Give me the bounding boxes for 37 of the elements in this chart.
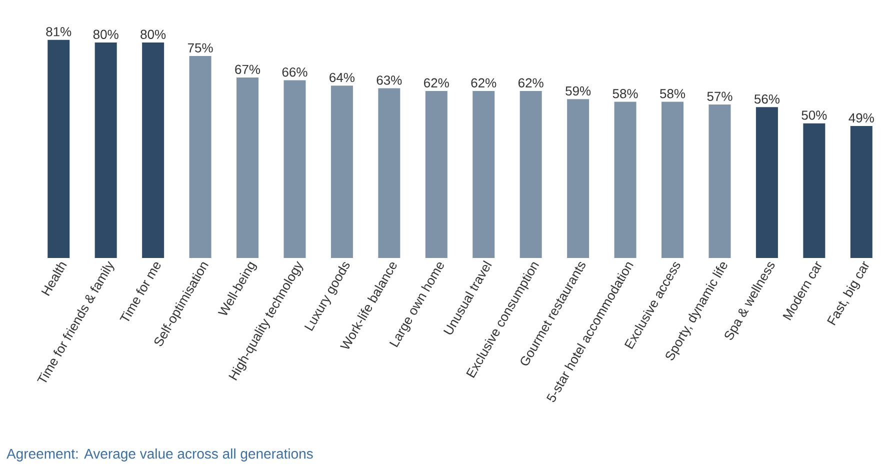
data-label: 56% [754, 94, 780, 104]
data-label: 62% [518, 78, 544, 88]
data-label: 75% [188, 43, 213, 52]
bar [614, 102, 636, 258]
data-label: 80% [140, 30, 166, 39]
data-label: 81% [46, 27, 72, 36]
data-label: 49% [848, 113, 874, 122]
text: Agreement: Average value across all generations [6, 448, 313, 462]
data-label: 66% [282, 67, 308, 77]
bar [756, 107, 778, 258]
data-label: 67% [235, 64, 260, 74]
data-label: 80% [93, 30, 118, 39]
bar [803, 123, 826, 258]
bar [378, 88, 400, 258]
bar [284, 80, 306, 258]
data-label: 64% [330, 72, 354, 82]
bar [48, 40, 70, 258]
bar [472, 90, 495, 258]
bar [662, 102, 684, 258]
data-label: 58% [612, 89, 638, 98]
bar [567, 99, 590, 258]
data-label: 62% [471, 78, 496, 88]
data-label: 63% [376, 76, 402, 85]
data-label: 57% [707, 92, 732, 101]
data-label: 50% [802, 110, 827, 120]
bar [94, 42, 117, 258]
bar [236, 78, 259, 258]
bar [425, 90, 448, 258]
data-label: 59% [566, 86, 591, 96]
bar [142, 42, 164, 258]
bar [189, 56, 212, 258]
bar [330, 86, 353, 258]
bar [708, 104, 731, 258]
data-label: 58% [660, 89, 686, 98]
bar [850, 126, 872, 258]
bar [520, 90, 542, 258]
data-label: 62% [424, 78, 449, 88]
